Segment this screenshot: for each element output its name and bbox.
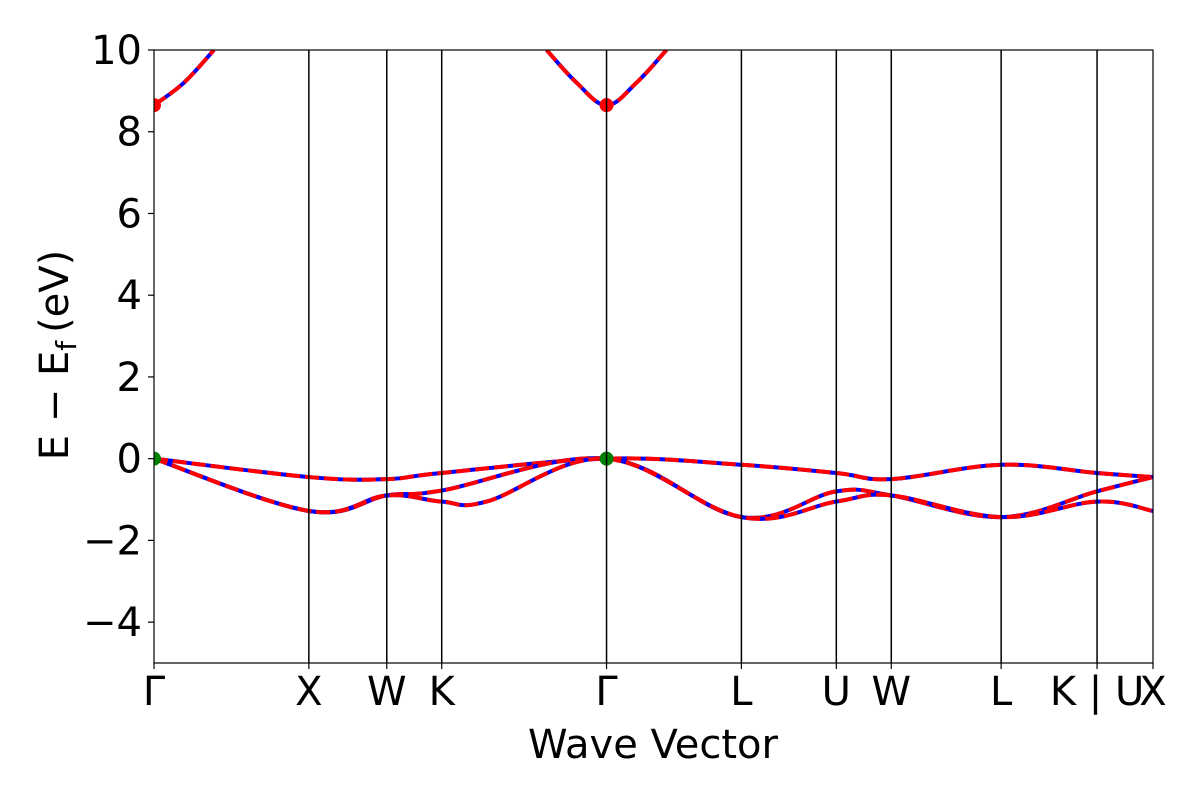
x-tick-label-7: W: [871, 669, 911, 715]
band-line-overlay-2: [154, 456, 1153, 521]
x-tick-label-5: L: [730, 669, 753, 715]
kpoint-lines: [308, 50, 1098, 663]
band-extremum-marker-2: [154, 451, 161, 466]
x-tick-label-9: K | U: [1050, 669, 1144, 715]
y-axis-ticks: −4 −2 0 2 4 6 8 10: [83, 28, 154, 646]
x-tick-label-10: X: [1139, 669, 1166, 715]
y-tick-label-6: 8: [117, 110, 142, 156]
y-axis-label-subscript: f: [50, 340, 83, 351]
band-line-overlay-0: [154, 456, 1153, 482]
y-tick-label-3: 2: [117, 355, 142, 401]
band-line-overlay-3: [154, 50, 216, 107]
x-tick-label-1: X: [295, 669, 322, 715]
x-tick-label-6: U: [822, 669, 851, 715]
plot-content: [154, 50, 1153, 521]
y-tick-label-0: −4: [83, 600, 142, 646]
x-tick-label-0: Γ: [143, 669, 166, 715]
band-extremum-marker-0: [154, 98, 161, 113]
band-line-0: [154, 456, 1153, 482]
y-axis-label: E − Ef (eV): [32, 250, 83, 461]
x-axis-label: Wave Vector: [528, 722, 779, 768]
x-tick-label-4: Γ: [595, 669, 618, 715]
y-tick-label-7: 10: [91, 28, 142, 74]
x-tick-label-3: K: [429, 669, 457, 715]
x-tick-label-8: L: [990, 669, 1013, 715]
y-tick-label-1: −2: [83, 518, 142, 564]
y-tick-label-5: 6: [117, 191, 142, 237]
y-tick-label-4: 4: [117, 273, 142, 319]
plot-frame: [153, 49, 1154, 664]
y-axis-label-main: E − E: [32, 351, 78, 461]
y-axis-label-unit: (eV): [32, 250, 78, 333]
x-tick-label-2: W: [367, 669, 407, 715]
y-tick-label-2: 0: [117, 437, 142, 483]
